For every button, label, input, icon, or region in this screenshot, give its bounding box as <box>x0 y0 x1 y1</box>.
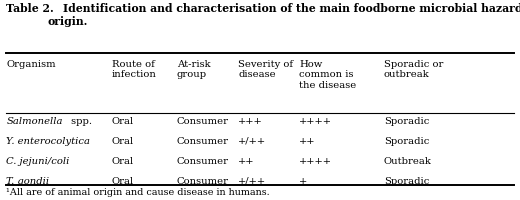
Text: Sporadic or
outbreak: Sporadic or outbreak <box>384 60 443 79</box>
Text: Identification and characterisation of the main foodborne microbial hazards of p: Identification and characterisation of t… <box>48 3 520 27</box>
Text: Oral: Oral <box>112 137 134 146</box>
Text: Outbreak: Outbreak <box>384 157 432 166</box>
Text: Oral: Oral <box>112 177 134 186</box>
Text: Consumer: Consumer <box>177 117 229 126</box>
Text: Organism: Organism <box>6 60 56 69</box>
Text: ++: ++ <box>238 157 255 166</box>
Text: +/++: +/++ <box>238 177 266 186</box>
Text: Route of
infection: Route of infection <box>112 60 157 79</box>
Text: Oral: Oral <box>112 157 134 166</box>
Text: Consumer: Consumer <box>177 177 229 186</box>
Text: ++++: ++++ <box>299 157 332 166</box>
Text: ++: ++ <box>299 137 316 146</box>
Text: Sporadic: Sporadic <box>384 137 429 146</box>
Text: Sporadic: Sporadic <box>384 117 429 126</box>
Text: ++++: ++++ <box>299 117 332 126</box>
Text: +++: +++ <box>238 117 263 126</box>
Text: Y. enterocolytica: Y. enterocolytica <box>6 137 90 146</box>
Text: Oral: Oral <box>112 117 134 126</box>
Text: Sporadic: Sporadic <box>384 177 429 186</box>
Text: spp.: spp. <box>68 117 92 126</box>
Text: ¹All are of animal origin and cause disease in humans.: ¹All are of animal origin and cause dise… <box>6 188 270 197</box>
Text: Salmonella: Salmonella <box>6 117 63 126</box>
Text: Consumer: Consumer <box>177 137 229 146</box>
Text: Consumer: Consumer <box>177 157 229 166</box>
Text: Severity of
disease: Severity of disease <box>238 60 293 79</box>
Text: +: + <box>299 177 307 186</box>
Text: At-risk
group: At-risk group <box>177 60 211 79</box>
Text: How
common is
the disease: How common is the disease <box>299 60 356 90</box>
Text: T. gondii: T. gondii <box>6 177 49 186</box>
Text: C. jejuni/coli: C. jejuni/coli <box>6 157 70 166</box>
Text: +/++: +/++ <box>238 137 266 146</box>
Text: Table 2.: Table 2. <box>6 3 54 14</box>
